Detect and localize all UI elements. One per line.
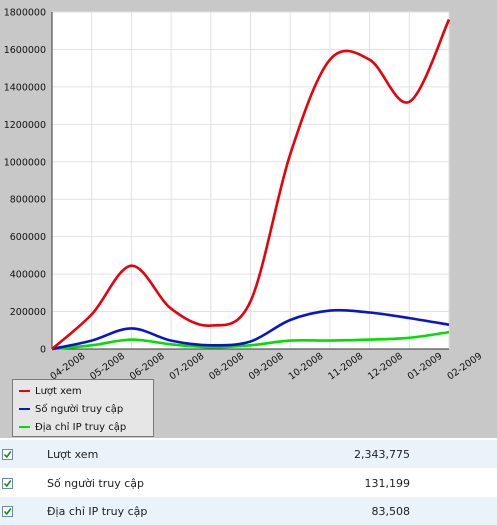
x-tick-label: 01-2009 — [406, 351, 445, 383]
legend-item-ip: Địa chỉ IP truy cập — [19, 419, 126, 435]
stat-row-ip: Địa chỉ IP truy cập 83,508 — [0, 497, 497, 525]
x-tick-label: 04-2008 — [48, 351, 87, 383]
legend-swatch-ip — [19, 426, 30, 428]
x-tick-label: 12-2008 — [366, 351, 405, 383]
series-line-ip — [51, 330, 450, 351]
check-icon — [3, 479, 12, 487]
stats-table: Lượt xem 2,343,775 Số người truy cập 131… — [0, 438, 497, 525]
y-tick-label: 1200000 — [4, 120, 46, 131]
stat-label-views: Lượt xem — [47, 447, 99, 461]
series-line-visitors — [51, 308, 450, 351]
y-tick-label: 1400000 — [4, 82, 46, 93]
y-tick-label: 1600000 — [4, 45, 46, 56]
x-tick-label: 02-2009 — [445, 351, 484, 383]
chart-legend: Lượt xem Số người truy cập Địa chỉ IP tr… — [12, 379, 154, 437]
views-checkbox[interactable] — [2, 448, 13, 460]
check-icon — [3, 450, 12, 458]
y-tick-label: 1800000 — [4, 8, 46, 19]
line-chart: 0 200000 400000 600000 800000 1000000 1200000 1… — [4, 8, 485, 383]
legend-item-views: Lượt xem — [19, 383, 82, 399]
legend-swatch-views — [19, 390, 30, 392]
legend-label-views: Lượt xem — [35, 385, 82, 397]
legend-label-visitors: Số người truy cập — [35, 403, 124, 415]
y-tick-label: 800000 — [10, 195, 46, 206]
chart-panel: 0 200000 400000 600000 800000 1000000 1200000 1… — [0, 0, 497, 438]
stat-label-visitors: Số người truy cập — [47, 476, 145, 490]
stat-row-visitors: Số người truy cập 131,199 — [0, 469, 497, 497]
stat-row-views: Lượt xem 2,343,775 — [0, 440, 497, 468]
x-tick-label: 11-2008 — [326, 351, 365, 383]
x-tick-label: 05-2008 — [88, 351, 127, 383]
x-tick-label: 10-2008 — [287, 351, 326, 383]
stat-label-ip: Địa chỉ IP truy cập — [47, 504, 148, 518]
stat-value-views: 2,343,775 — [354, 447, 410, 461]
check-icon — [3, 507, 12, 515]
x-tick-label: 09-2008 — [247, 351, 286, 383]
ip-checkbox[interactable] — [2, 505, 13, 517]
y-tick-label: 1000000 — [4, 157, 46, 168]
x-tick-label: 07-2008 — [168, 351, 207, 383]
legend-swatch-visitors — [19, 408, 30, 410]
x-tick-label: 08-2008 — [207, 351, 246, 383]
visitors-checkbox[interactable] — [2, 477, 13, 489]
y-tick-label: 200000 — [10, 307, 46, 318]
legend-label-ip: Địa chỉ IP truy cập — [35, 421, 127, 433]
y-tick-label: 400000 — [10, 270, 46, 281]
stat-value-ip: 83,508 — [371, 504, 411, 518]
stat-value-visitors: 131,199 — [364, 476, 411, 490]
legend-item-visitors: Số người truy cập — [19, 401, 123, 417]
y-tick-label: 0 — [40, 345, 46, 356]
x-tick-label: 06-2008 — [128, 351, 167, 383]
y-tick-label: 600000 — [10, 232, 46, 243]
series-line-views — [51, 18, 451, 350]
